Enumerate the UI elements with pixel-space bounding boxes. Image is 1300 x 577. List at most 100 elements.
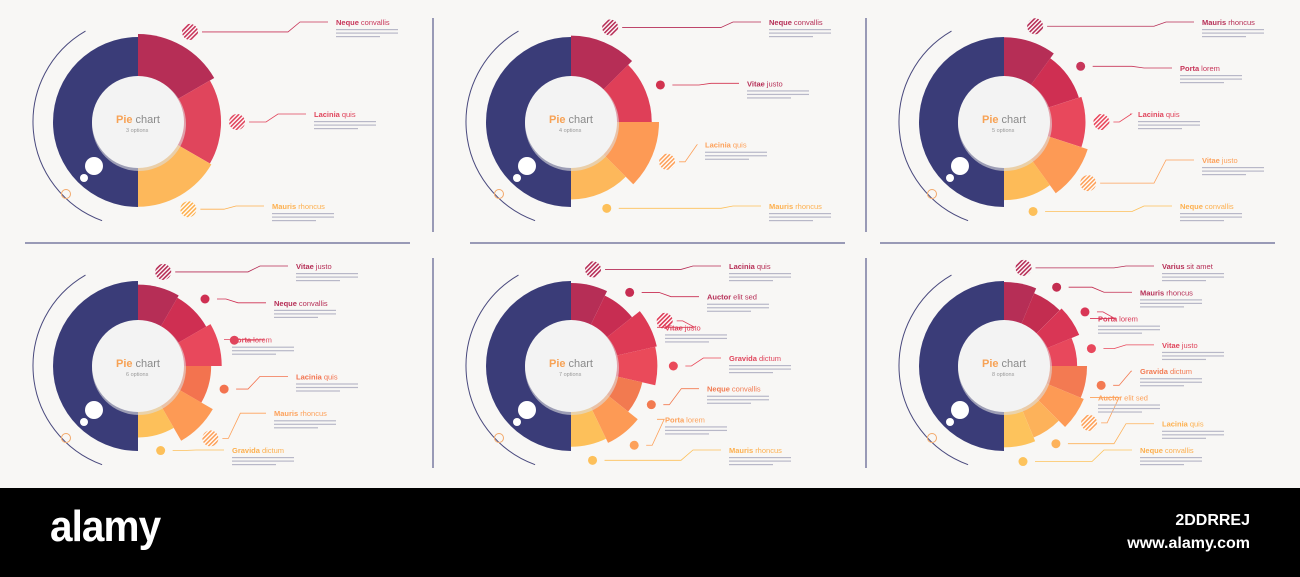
label-text-line (1098, 411, 1142, 413)
label-marker (1028, 206, 1038, 216)
label-marker (156, 446, 166, 456)
label-title-bold: Neque (274, 299, 297, 308)
label-title-bold: Lacinia (296, 372, 323, 381)
label-title-rest: lorem (1201, 64, 1220, 73)
label-connector (672, 82, 739, 86)
decor-arc (465, 30, 536, 222)
label-text-line (1138, 128, 1182, 130)
label-connector (1113, 370, 1132, 386)
options-count: 8 options (992, 372, 1015, 378)
label-title-rest: justo (315, 262, 332, 271)
label-text-line (1162, 351, 1224, 354)
label-title-bold: Auctor (1098, 393, 1122, 402)
label-text-line (314, 128, 358, 130)
label-text-line (336, 29, 398, 31)
label-text-line (1140, 378, 1202, 380)
label-title-rest: convallis (794, 18, 823, 27)
label-title-bold: Neque (769, 18, 792, 27)
label-title: Gravida dictum (729, 354, 781, 363)
label-marker (1052, 282, 1062, 292)
label-title: Gravida dictum (232, 446, 284, 455)
label-text-line (232, 457, 294, 459)
label-marker (1096, 380, 1106, 390)
label-connector (1035, 265, 1154, 269)
label-marker (668, 361, 678, 371)
label-text-line (1140, 302, 1202, 304)
label-text-line (729, 460, 791, 462)
bubble-small (946, 174, 954, 182)
label-title-bold: Gravida (729, 354, 758, 363)
label-title-rest: quis (1166, 110, 1180, 119)
label-title-bold: Lacinia (705, 141, 732, 150)
image-code: 2DDRREJ (1175, 512, 1250, 529)
pie-chart-panel: Pie chart 6 options Vitae justo Neque convalli… (32, 262, 358, 466)
label-text-line (729, 368, 791, 370)
label-text-line (314, 124, 376, 126)
label-title-rest: quis (757, 262, 771, 271)
label-title: Mauris rhoncus (729, 446, 782, 455)
label-text-line (232, 464, 276, 466)
label-connector (217, 298, 266, 304)
label-connector (618, 205, 761, 209)
label-text-line (1180, 213, 1242, 215)
decor-ring (61, 189, 71, 199)
label-text-line (274, 316, 318, 318)
label-text-line (707, 402, 751, 404)
label-connector (622, 21, 761, 28)
label-title-bold: Lacinia (729, 262, 756, 271)
label-marker (602, 19, 619, 36)
label-title-rest: convallis (732, 385, 761, 394)
bubble-large (951, 157, 969, 175)
label-text-line (769, 213, 831, 215)
label-connector (641, 292, 699, 298)
label-text-line (272, 220, 316, 222)
label-title: Neque convallis (707, 385, 761, 394)
label-title-rest: elit sed (733, 293, 757, 302)
label-marker (1015, 259, 1032, 276)
label-connector (657, 320, 695, 328)
label-text-line (296, 386, 358, 389)
label-text-line (747, 90, 809, 92)
label-marker (180, 201, 197, 218)
label-connector (249, 113, 306, 123)
label-text-line (1098, 329, 1160, 331)
label-connector (679, 144, 698, 163)
label-connector (200, 205, 264, 210)
label-text-line (336, 36, 380, 38)
label-title-bold: Lacinia (1162, 420, 1189, 429)
label-text-line (296, 280, 340, 282)
chart-title-main: Pie (549, 114, 566, 126)
label-text-line (1098, 325, 1160, 327)
label-title-bold: Mauris (769, 202, 793, 211)
label-marker (1076, 61, 1086, 71)
label-connector (646, 418, 665, 446)
label-text-line (769, 36, 813, 38)
decor-ring (494, 189, 504, 199)
label-text-line (1202, 36, 1246, 38)
label-title: Neque convallis (769, 18, 823, 27)
label-title-bold: Porta (1098, 315, 1118, 324)
chart-title-main: Pie (982, 114, 999, 126)
label-title-bold: Porta (665, 415, 685, 424)
bubble-large (518, 157, 536, 175)
pie-chart-panel: Pie chart 4 options Neque convallis Vitae just… (465, 18, 831, 222)
label-title: Mauris rhoncus (769, 202, 822, 211)
label-text-line (274, 427, 318, 429)
label-title-rest: convallis (1165, 446, 1194, 455)
label-text-line (729, 276, 791, 278)
label-text-line (274, 313, 336, 315)
label-marker (1051, 439, 1061, 449)
label-title: Gravida dictum (1140, 367, 1192, 376)
decor-ring (494, 433, 504, 443)
label-title-rest: rhoncus (1228, 18, 1255, 27)
label-text-line (314, 121, 376, 123)
label-connector (224, 339, 265, 341)
chart-title-sub: chart (136, 114, 160, 126)
label-text-line (707, 303, 769, 305)
chart-title: Pie chart (549, 358, 593, 370)
label-marker (1086, 344, 1096, 354)
label-text-line (707, 310, 751, 312)
label-text-line (707, 399, 769, 401)
label-title: Lacinia quis (1138, 110, 1180, 119)
